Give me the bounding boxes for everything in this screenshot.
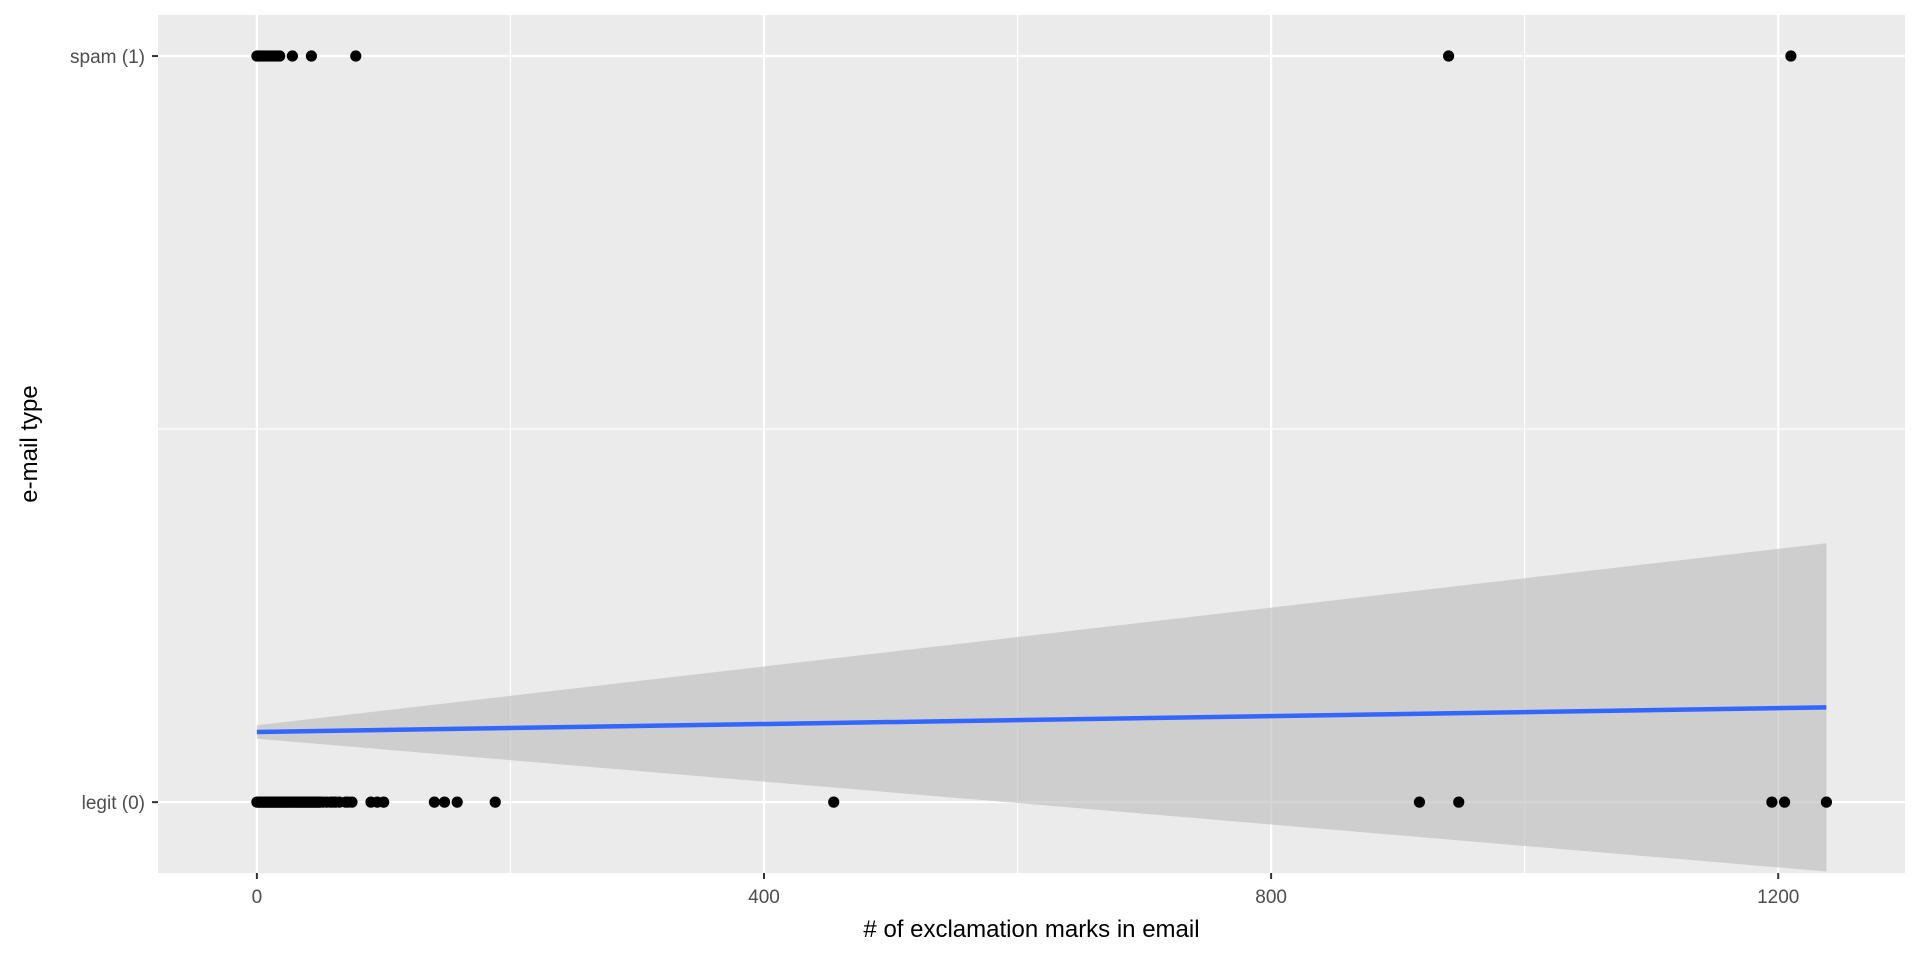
legit-point <box>346 796 358 808</box>
legit-point <box>428 796 440 808</box>
fit-line-layer <box>256 705 1827 735</box>
spam-point <box>1442 50 1455 62</box>
confidence-band <box>256 543 1827 872</box>
legit-point <box>1413 796 1426 808</box>
y-tick-label: spam (1) <box>70 47 145 68</box>
data-points <box>251 50 1832 808</box>
legit-point <box>378 796 390 808</box>
spam-point <box>286 50 298 62</box>
legit-point <box>1766 796 1778 808</box>
confidence-band-layer <box>256 543 1827 872</box>
legit-point <box>438 796 451 808</box>
x-tick-label: 400 <box>748 887 780 908</box>
spam-point <box>350 50 362 62</box>
legit-point <box>828 796 840 808</box>
spam-point <box>305 50 318 62</box>
y-axis-title: e-mail type <box>16 385 43 502</box>
x-axis-title: # of exclamation marks in email <box>863 916 1199 943</box>
spam-point <box>274 50 286 62</box>
axes: 0 400 800 1200 legit (0) spam (1) <box>70 47 1799 908</box>
legit-point <box>1820 796 1832 808</box>
spam-point <box>1785 50 1797 62</box>
x-tick-label: 1200 <box>1757 887 1799 908</box>
legit-point <box>1778 796 1791 808</box>
y-tick-label: legit (0) <box>82 793 145 814</box>
legit-point <box>489 796 501 808</box>
legit-point <box>1453 796 1465 808</box>
fit-line <box>256 705 1827 735</box>
legit-point <box>451 796 463 808</box>
x-tick-label: 0 <box>252 887 263 908</box>
x-tick-label: 800 <box>1255 887 1287 908</box>
